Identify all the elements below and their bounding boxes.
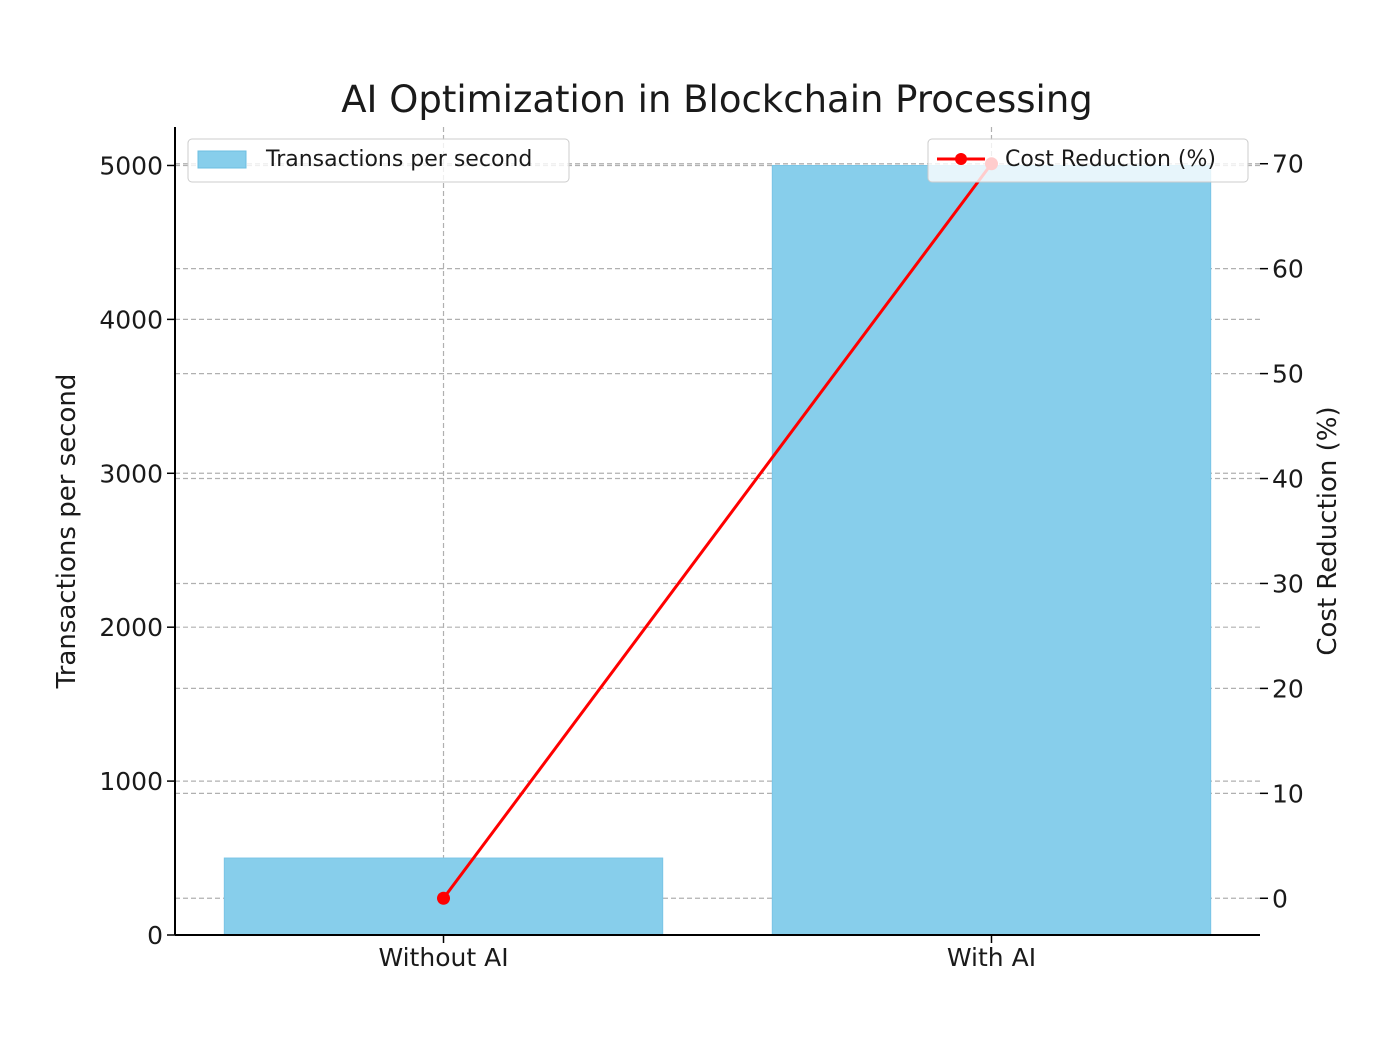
y-tick-label: 0: [147, 921, 163, 950]
legend-label-tps: Transactions per second: [265, 147, 532, 172]
legend-left: Transactions per second: [187, 138, 570, 183]
y2-tick-label: 70: [1272, 150, 1304, 179]
y-axis-label: Transactions per second: [52, 374, 82, 690]
x-tick-label: Without AI: [378, 943, 508, 972]
cost-reduction-point: [437, 891, 451, 905]
bar-with-ai: [771, 164, 1212, 936]
y-tick-label: 3000: [99, 459, 163, 488]
chart-title: AI Optimization in Blockchain Processing: [341, 78, 1093, 121]
y-tick-label: 1000: [99, 767, 163, 796]
legend-swatch-bar: [197, 150, 247, 169]
y2-tick-label: 10: [1272, 779, 1304, 808]
y2-tick-label: 50: [1272, 360, 1304, 389]
cost-reduction-line: [442, 162, 993, 900]
y2-tick-label: 20: [1272, 674, 1304, 703]
legend-right: Cost Reduction (%): [927, 138, 1249, 183]
legend-swatch-marker: [955, 153, 967, 165]
y-tick-label: 4000: [99, 305, 163, 334]
x-tick-label: With AI: [947, 943, 1036, 972]
y2-tick-label: 30: [1272, 569, 1304, 598]
y2-axis-label: Cost Reduction (%): [1313, 406, 1343, 655]
y-tick-label: 5000: [99, 151, 163, 180]
y2-tick-label: 40: [1272, 465, 1304, 494]
y2-tick-label: 0: [1272, 884, 1288, 913]
y2-tick-label: 60: [1272, 255, 1304, 284]
legend-label-cost: Cost Reduction (%): [1005, 147, 1216, 172]
y-tick-label: 2000: [99, 613, 163, 642]
